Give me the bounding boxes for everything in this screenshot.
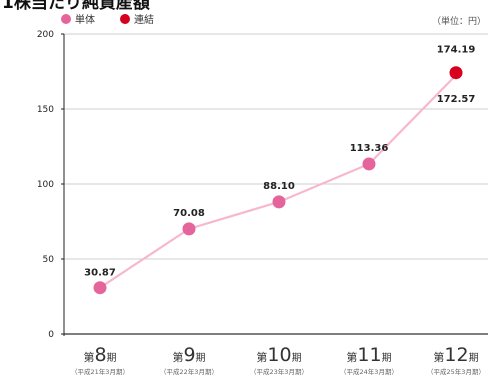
x-category-prefix: 第 [433, 350, 444, 364]
data-label-standalone: 70.08 [173, 208, 205, 219]
x-category-prefix: 第 [256, 350, 267, 364]
x-category-suffix: 期 [292, 352, 302, 364]
x-category-sublabel: （平成24年3月期） [340, 367, 398, 376]
unit-label: （単位：円） [432, 15, 486, 27]
data-label-standalone: 88.10 [263, 181, 295, 192]
x-category-prefix: 第 [172, 350, 183, 364]
y-tick-label: 200 [37, 30, 54, 40]
x-category-number: 8 [94, 344, 106, 366]
x-axis-categories: 第8期（平成21年3月期）第9期（平成22年3月期）第10期（平成23年3月期）… [71, 344, 485, 376]
data-label-standalone: 30.87 [84, 268, 116, 279]
y-axis: 0 50 100 150 200 [37, 30, 65, 340]
y-tick-label: 100 [37, 180, 54, 190]
point-standalone [272, 195, 286, 209]
x-category-suffix: 期 [196, 352, 206, 364]
data-label-standalone: 172.57 [437, 94, 476, 105]
legend: 単体 連結 [61, 13, 154, 26]
y-tick-label: 150 [37, 105, 54, 115]
y-tick-label: 50 [43, 255, 55, 265]
x-category-number: 12 [444, 344, 468, 366]
point-consolidated [449, 66, 463, 80]
x-category-suffix: 期 [107, 352, 117, 364]
chart-title: 1株当たり純資産額 [2, 0, 150, 13]
x-category-sublabel: （平成22年3月期） [160, 367, 218, 376]
x-category-number: 10 [267, 344, 291, 366]
x-category-sublabel: （平成21年3月期） [71, 367, 129, 376]
y-tick-label: 0 [48, 330, 54, 340]
x-category-label: 第11期 [346, 344, 391, 366]
x-category-label: 第9期 [172, 344, 205, 366]
point-standalone [362, 157, 376, 171]
gridlines [64, 33, 488, 335]
x-category-label: 第8期 [83, 344, 116, 366]
data-label-standalone: 113.36 [350, 143, 389, 154]
x-category-number: 9 [183, 344, 195, 366]
x-category-prefix: 第 [83, 350, 94, 364]
x-category-sublabel: （平成25年3月期） [427, 367, 485, 376]
x-category-suffix: 期 [382, 352, 392, 364]
x-category-label: 第10期 [256, 344, 301, 366]
x-category-label: 第12期 [433, 344, 478, 366]
legend-label-standalone: 単体 [75, 13, 95, 26]
x-category-number: 11 [357, 344, 381, 366]
data-label-consolidated: 174.19 [437, 45, 476, 56]
data-points [93, 66, 463, 295]
legend-marker-standalone [61, 14, 71, 24]
x-category-prefix: 第 [346, 350, 357, 364]
legend-marker-consolidated [120, 14, 130, 24]
x-category-suffix: 期 [469, 352, 479, 364]
legend-label-consolidated: 連結 [134, 13, 154, 26]
data-labels: 30.87 70.08 88.10 113.36 172.57 174.19 [84, 45, 475, 279]
point-standalone [93, 281, 107, 295]
point-standalone [182, 222, 196, 236]
x-category-sublabel: （平成23年3月期） [250, 367, 308, 376]
